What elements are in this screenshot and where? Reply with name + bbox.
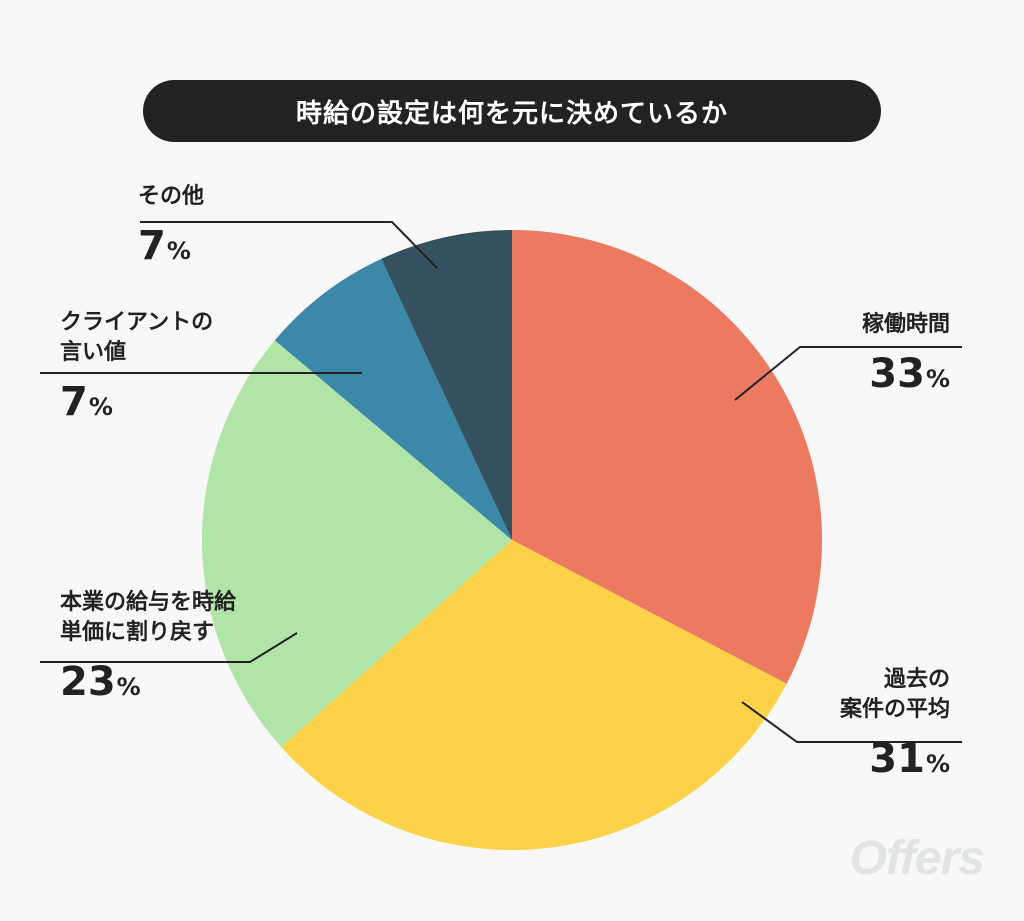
slice-name-2-line-1: 単価に割り戻す xyxy=(60,620,215,645)
slice-name-3-line-1: 言い値 xyxy=(60,340,127,365)
slice-name-0-line-0: 稼働時間 xyxy=(861,312,950,337)
chart-title: 時給の設定は何を元に決めているか xyxy=(295,98,728,129)
slice-value-4: 7% xyxy=(138,223,191,269)
slice-name-1-line-0: 過去の xyxy=(883,667,950,692)
pie-slice-0 xyxy=(512,230,822,684)
slice-value-3: 7% xyxy=(60,379,113,425)
offers-logo-watermark: Offers xyxy=(849,832,985,885)
pie-slice-3 xyxy=(274,258,512,540)
slice-label-3: クライアントの 言い値 7% xyxy=(60,308,213,424)
leader-line-2 xyxy=(40,632,298,663)
slice-value-2: 23% xyxy=(60,659,141,705)
slice-name-1-line-1: 案件の平均 xyxy=(839,697,950,722)
slice-name-3-line-0: クライアントの xyxy=(60,310,214,335)
slice-value-1: 31% xyxy=(869,736,950,782)
leader-line-1 xyxy=(741,701,962,743)
slice-label-0: 稼働時間 33% xyxy=(862,310,950,396)
slice-label-4: その他 7% xyxy=(138,182,204,268)
title-banner: 時給の設定は何を元に決めているか xyxy=(143,80,881,142)
slice-label-1: 過去の 案件の平均 31% xyxy=(840,665,950,781)
pie-slice-2 xyxy=(201,340,512,747)
leader-line-0 xyxy=(734,346,962,401)
slice-label-2: 本業の給与を時給 単価に割り戻す 23% xyxy=(60,588,236,704)
slice-value-0: 33% xyxy=(869,351,950,397)
leader-line-4 xyxy=(140,221,438,269)
pie-slice-1 xyxy=(281,540,787,850)
pie-slice-4 xyxy=(381,230,512,540)
slice-name-2-line-0: 本業の給与を時給 xyxy=(60,590,237,615)
slice-name-4-line-0: その他 xyxy=(138,184,205,209)
